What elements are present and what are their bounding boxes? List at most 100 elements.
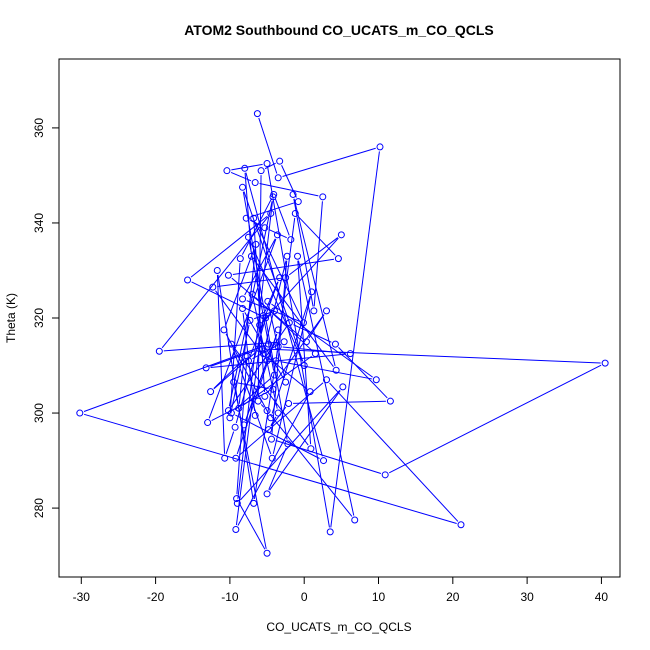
x-axis: -30 -20 -10 0 10 20 30 40 — [73, 576, 608, 604]
data-point — [257, 167, 265, 175]
data-point — [259, 312, 267, 320]
data-point — [268, 435, 276, 443]
series-line-segment — [267, 314, 325, 394]
data-point — [240, 421, 248, 429]
series-line-segment — [225, 431, 235, 455]
data-point — [263, 407, 271, 415]
data-point — [251, 411, 259, 419]
data-point — [239, 183, 247, 191]
series-line-segment — [271, 260, 288, 435]
data-point — [308, 288, 316, 296]
data-point — [261, 224, 269, 232]
series-line-segment — [313, 201, 323, 307]
data-point — [231, 423, 239, 431]
data-point — [204, 419, 212, 427]
series-line-segment — [216, 274, 226, 454]
data-point — [267, 414, 275, 422]
y-tick-label: 360 — [32, 118, 46, 138]
data-point — [283, 252, 291, 260]
series-line-segment — [229, 263, 241, 414]
y-tick-label: 300 — [32, 403, 46, 423]
data-point — [302, 338, 310, 346]
series-line-segment — [269, 413, 353, 517]
series-line-segment — [213, 358, 245, 389]
data-point — [322, 307, 330, 315]
data-point — [250, 214, 258, 222]
series-line-segment — [271, 295, 311, 414]
data-point — [268, 454, 276, 462]
data-point — [282, 378, 290, 386]
series-line-segment — [161, 216, 269, 349]
series-line-segment — [210, 353, 346, 368]
series-line-segment — [274, 198, 290, 236]
data-point — [269, 385, 277, 393]
series-line-segment — [271, 303, 373, 378]
data-point — [311, 350, 319, 358]
data-point — [331, 340, 339, 348]
y-tick-label: 280 — [32, 498, 46, 518]
data-point — [155, 347, 163, 355]
data-point — [287, 236, 295, 244]
data-point — [263, 160, 271, 168]
data-point — [250, 499, 258, 507]
series-line-segment — [237, 395, 309, 526]
series-line-segment — [275, 440, 382, 474]
data-point — [270, 190, 278, 198]
data-point — [273, 231, 281, 239]
series-line-segment — [280, 361, 372, 380]
data-point — [274, 326, 282, 334]
data-point — [339, 383, 347, 391]
data-point — [300, 362, 308, 370]
data-point — [299, 319, 307, 327]
series-line-segment — [238, 248, 256, 404]
data-point — [207, 388, 215, 396]
data-point — [280, 338, 288, 346]
data-point — [265, 426, 273, 434]
data-point — [233, 499, 241, 507]
data-point — [310, 307, 318, 315]
data-point — [223, 167, 231, 175]
series-line-segment — [250, 202, 295, 218]
x-tick-label: -30 — [73, 590, 91, 604]
data-point — [270, 307, 278, 315]
data-point — [285, 400, 293, 408]
data-point — [261, 392, 269, 400]
data-point — [259, 345, 267, 353]
data-point — [274, 174, 282, 182]
series-line-segment — [208, 238, 277, 419]
series-line-segment — [217, 274, 254, 499]
data-point — [307, 445, 315, 453]
series-line-segment — [242, 312, 256, 412]
data-point — [232, 454, 240, 462]
data-point — [248, 290, 256, 298]
data-point — [209, 283, 217, 291]
y-tick-label: 340 — [32, 213, 46, 233]
series-line-segment — [231, 277, 304, 340]
data-point — [372, 376, 380, 384]
data-point — [232, 525, 240, 533]
series-line-segment — [253, 222, 266, 392]
data-point — [262, 314, 270, 322]
data-point — [226, 414, 234, 422]
data-point — [267, 209, 275, 217]
series-line-segment — [282, 147, 376, 177]
data-point — [254, 397, 262, 405]
series-line-segment — [293, 400, 386, 404]
series-line-segment — [237, 382, 269, 389]
data-point — [230, 378, 238, 386]
x-axis-label: CO_UCATS_m_CO_QCLS — [266, 620, 411, 634]
data-point — [284, 440, 292, 448]
series-line-segment — [163, 341, 280, 352]
series-line-segment — [272, 296, 312, 454]
data-point — [233, 495, 241, 503]
series-line-segment — [252, 298, 278, 409]
data-point — [265, 340, 273, 348]
data-point — [243, 352, 251, 360]
series-line-segment — [217, 277, 282, 288]
data-point — [337, 231, 345, 239]
data-point — [236, 255, 244, 263]
y-axis-label: Theta (K) — [4, 293, 18, 343]
y-tick-label: 320 — [32, 308, 46, 328]
x-tick-label: -10 — [221, 590, 239, 604]
data-point — [246, 316, 254, 324]
